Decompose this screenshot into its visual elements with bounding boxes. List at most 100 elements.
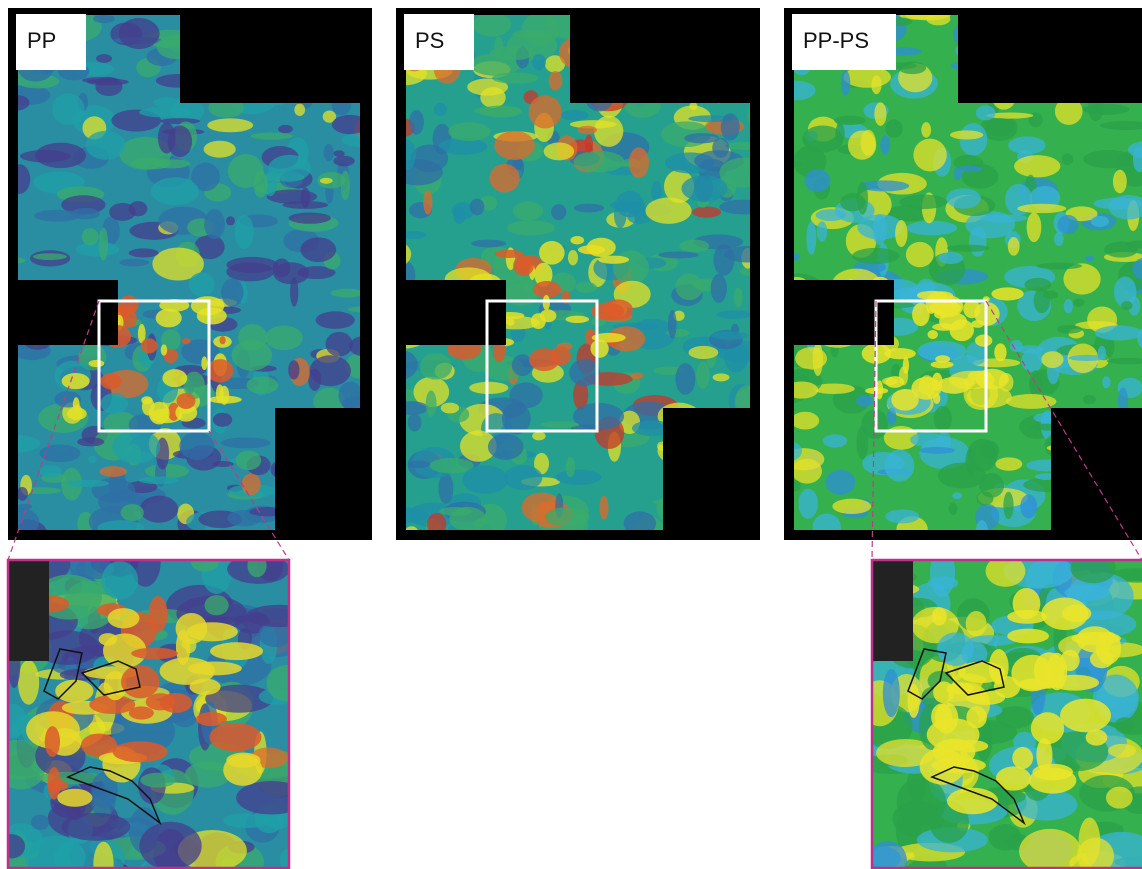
map-blob — [474, 12, 512, 36]
inset-blob — [966, 706, 987, 728]
map-blob — [470, 199, 485, 216]
map-blob — [154, 97, 181, 108]
map-blob — [540, 421, 579, 427]
map-blob — [616, 191, 644, 217]
map-blob — [913, 139, 946, 172]
map-blob — [912, 303, 930, 326]
map-blob — [681, 175, 727, 202]
map-blob — [532, 432, 545, 441]
map-blob — [1102, 376, 1110, 388]
inset-blob — [187, 622, 238, 641]
map-blob — [823, 434, 848, 447]
map-blob — [490, 164, 520, 193]
map-blob — [1057, 215, 1078, 234]
map-blob — [1008, 136, 1046, 154]
map-blob — [141, 338, 158, 353]
map-blob — [168, 126, 192, 158]
map-blob — [86, 131, 126, 160]
map-blob — [153, 159, 190, 168]
map-blob — [34, 210, 80, 222]
map-blob — [507, 220, 555, 235]
map-blob — [675, 363, 695, 395]
map-blob — [556, 470, 602, 485]
map-blob — [250, 133, 292, 140]
map-blob — [975, 369, 1008, 390]
map-blob — [716, 310, 751, 319]
inset-blob — [966, 611, 987, 636]
map-blob — [492, 73, 539, 84]
map-blob — [919, 447, 955, 454]
inset-blob — [210, 642, 263, 660]
map-blob — [856, 395, 873, 407]
map-blob — [857, 182, 868, 215]
map-blob — [453, 207, 465, 225]
inset-blob — [931, 758, 986, 774]
map-blob — [566, 457, 575, 478]
map-blob — [201, 356, 207, 370]
map-blob — [549, 71, 563, 90]
map-blob — [408, 413, 422, 431]
map-blob — [420, 353, 453, 379]
map-blob — [62, 373, 90, 389]
map-blob — [507, 319, 514, 326]
map-blob — [278, 125, 293, 133]
inset-blob — [149, 596, 168, 632]
map-blob — [891, 389, 918, 411]
inset-cutout — [873, 561, 913, 661]
map-blob — [994, 343, 1006, 361]
map-blob — [885, 450, 915, 482]
map-blob — [109, 203, 136, 221]
map-blob — [645, 198, 691, 224]
map-blob — [1008, 237, 1020, 256]
map-blob — [658, 251, 699, 258]
map-blob — [957, 166, 983, 172]
map-blob — [529, 95, 562, 128]
inset-blob — [1072, 632, 1121, 645]
map-blob — [817, 221, 827, 242]
inset-blob — [1034, 652, 1064, 688]
map-blob — [408, 460, 430, 468]
map-blob — [96, 54, 112, 63]
map-blob — [161, 344, 168, 355]
map-blob — [82, 228, 99, 245]
map-blob — [448, 122, 490, 141]
map-blob — [300, 237, 336, 262]
map-blob — [906, 242, 934, 267]
map-blob — [254, 171, 268, 198]
map-blob — [204, 141, 236, 158]
map-blob — [570, 236, 584, 244]
panel-label: PS — [415, 28, 444, 53]
map-blob — [116, 306, 136, 312]
map-blob — [139, 476, 179, 484]
map-blob — [895, 220, 907, 247]
map-blob — [1003, 492, 1013, 519]
map-blob — [67, 480, 109, 487]
map-blob — [179, 432, 214, 460]
map-blob — [1083, 395, 1096, 404]
map-blob — [574, 151, 625, 173]
map-blob — [906, 221, 957, 236]
inset-blob — [139, 822, 201, 869]
inset-blob — [236, 781, 306, 815]
map-blob — [871, 75, 881, 94]
map-blob — [1020, 494, 1037, 518]
map-blob — [734, 288, 743, 308]
inset-blob — [201, 552, 231, 594]
map-blob — [950, 319, 974, 341]
map-blob — [630, 373, 643, 380]
map-blob — [1062, 153, 1074, 165]
map-blob — [101, 393, 129, 414]
map-blob — [792, 459, 822, 484]
map-blob — [449, 507, 486, 531]
inset-blob — [223, 813, 271, 828]
map-blob — [885, 509, 919, 523]
map-blob — [551, 204, 566, 220]
map-blob — [1064, 299, 1073, 313]
map-blob — [688, 346, 718, 359]
map-blob — [494, 131, 535, 160]
map-blob — [725, 142, 769, 150]
map-blob — [835, 123, 845, 143]
map-blob — [76, 242, 119, 257]
map-blob — [1073, 298, 1084, 307]
map-blob — [806, 221, 816, 254]
